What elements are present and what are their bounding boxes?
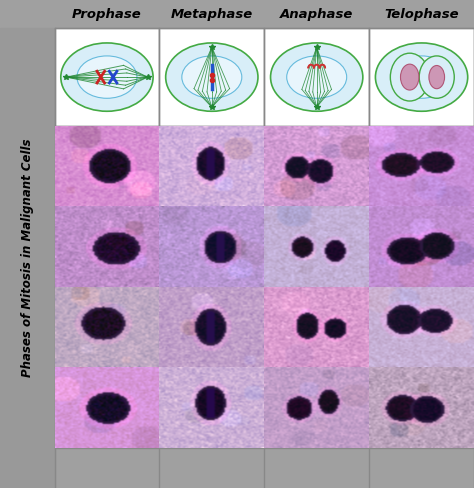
Ellipse shape [419, 56, 454, 98]
Bar [264, 28, 369, 126]
Ellipse shape [375, 43, 468, 111]
Ellipse shape [392, 56, 452, 98]
Text: Phases of Mitosis in Malignant Cells: Phases of Mitosis in Malignant Cells [21, 139, 34, 377]
Text: Prophase: Prophase [72, 8, 142, 20]
Text: Metaphase: Metaphase [171, 8, 253, 20]
Ellipse shape [61, 43, 153, 111]
Ellipse shape [401, 64, 419, 90]
Ellipse shape [390, 53, 429, 101]
Bar [159, 28, 264, 126]
Ellipse shape [271, 43, 363, 111]
Bar [0, 0, 474, 28]
Ellipse shape [182, 56, 242, 98]
Text: Telophase: Telophase [384, 8, 459, 20]
Ellipse shape [77, 56, 137, 98]
Bar [55, 28, 159, 126]
Ellipse shape [166, 43, 258, 111]
Bar [0, 28, 55, 488]
Text: Anaphase: Anaphase [280, 8, 354, 20]
Ellipse shape [287, 56, 346, 98]
Ellipse shape [429, 65, 445, 89]
Bar [369, 28, 474, 126]
